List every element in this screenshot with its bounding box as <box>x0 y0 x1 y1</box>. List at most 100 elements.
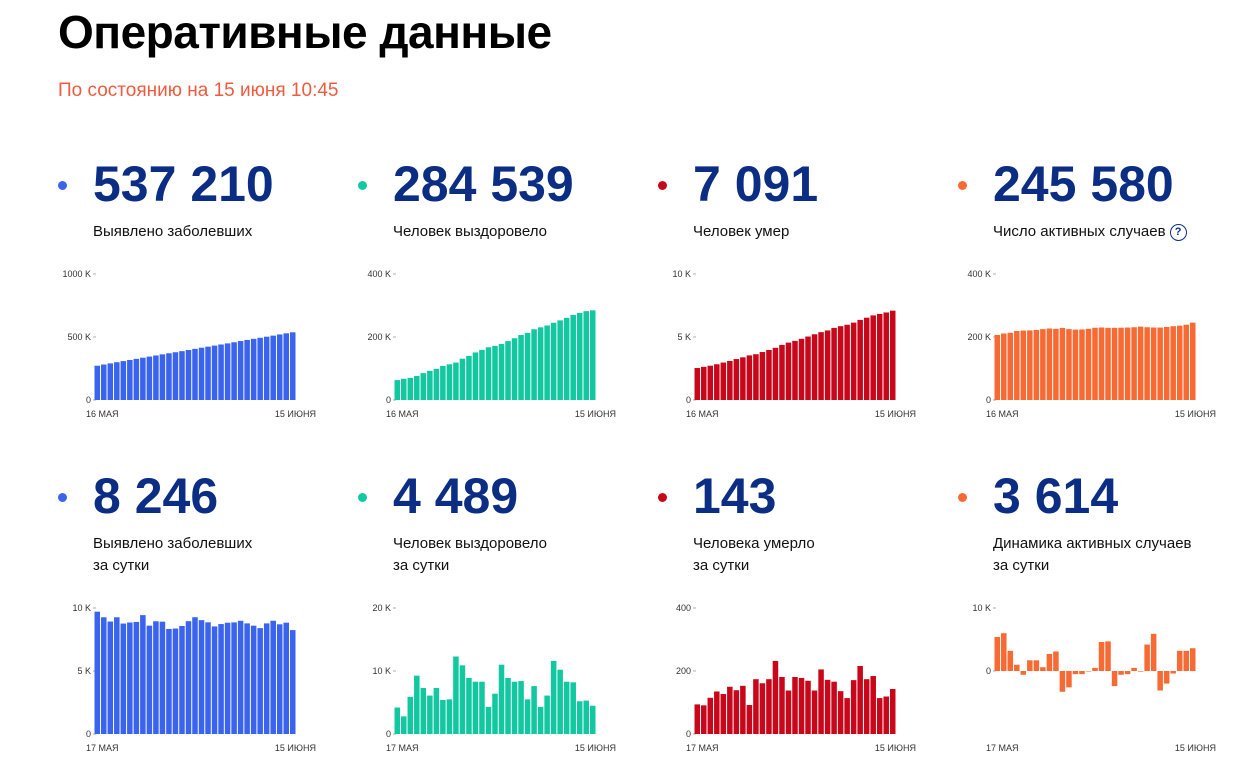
status-timestamp: По состоянию на 15 июня 10:45 <box>58 80 338 102</box>
chart-bar <box>153 355 159 400</box>
chart-bar <box>766 350 772 400</box>
chart-bar <box>557 670 563 734</box>
stat-label: Человек выздоровело <box>393 533 547 555</box>
chart-bar <box>551 323 557 400</box>
chart-bar <box>877 698 883 734</box>
chart-bar <box>114 362 120 400</box>
chart-bar <box>147 626 153 734</box>
legend-dot <box>958 181 967 190</box>
chart-bar <box>290 332 296 400</box>
chart-bar <box>395 708 401 734</box>
chart-bar <box>499 344 505 400</box>
chart-bar <box>727 361 733 400</box>
stat-card-deaths-total: 7 091 Человек умер 10 K 5 K 0 16 МАЯ 15 ИЮНЯ <box>658 156 918 456</box>
y-tick-label: 200 <box>676 666 691 676</box>
legend-dot <box>958 493 967 502</box>
y-tick-label: 10 K <box>672 269 691 279</box>
chart-bar <box>1073 330 1079 400</box>
stat-card-active-total: 245 580 Число активных случаев? 400 K 200 K… <box>958 156 1218 456</box>
chart-bar <box>460 359 466 400</box>
chart-bar <box>870 315 876 400</box>
chart-bar <box>708 366 714 400</box>
y-tick-label: 400 <box>676 603 691 613</box>
chart-bar <box>753 354 759 400</box>
chart-bar <box>1105 328 1111 400</box>
chart-bar <box>1099 327 1105 400</box>
chart-bar <box>1118 671 1124 675</box>
chart-bar <box>434 688 440 734</box>
chart-bar <box>818 669 824 734</box>
x-start-label: 17 МАЯ <box>986 743 1019 753</box>
bar-chart: 10 K 5 K 0 17 МАЯ 15 ИЮНЯ <box>58 592 318 760</box>
chart-bar <box>838 326 844 400</box>
chart-bar <box>773 661 779 734</box>
chart-bar <box>831 682 837 734</box>
chart-bar <box>244 340 250 400</box>
chart-bar <box>518 335 524 400</box>
chart-bar <box>257 338 263 400</box>
chart-bar <box>844 325 850 400</box>
legend-dot <box>58 493 67 502</box>
chart-bar <box>499 665 505 734</box>
chart-bar <box>1079 671 1085 674</box>
x-end-label: 15 ИЮНЯ <box>1175 409 1216 419</box>
chart-bar <box>1053 651 1059 671</box>
chart-bar <box>1105 641 1111 671</box>
chart-bar <box>864 318 870 400</box>
chart-bar <box>1034 330 1040 400</box>
y-tick-label: 400 K <box>367 269 391 279</box>
chart-bar <box>466 678 472 734</box>
question-circle-icon[interactable]: ? <box>1170 224 1187 241</box>
chart-bar <box>551 661 557 734</box>
chart-bar <box>264 623 270 734</box>
chart-bar <box>421 688 427 734</box>
stat-value: 8 246 <box>93 468 218 524</box>
chart-bar <box>447 699 453 734</box>
chart-bar <box>492 694 498 734</box>
chart-bar <box>1118 328 1124 400</box>
stat-card-deaths-daily: 143 Человека умерло за сутки 400 200 0 17 МАЯ 1… <box>658 468 918 768</box>
chart-bar <box>1027 660 1033 671</box>
chart-bar <box>1112 328 1118 400</box>
chart-bar <box>505 678 511 734</box>
stat-label: Выявлено заболевших <box>93 221 252 243</box>
chart-bar <box>883 697 889 734</box>
chart-bar <box>695 704 701 734</box>
x-end-label: 15 ИЮНЯ <box>575 409 616 419</box>
stat-label-text: Выявлено заболевших <box>93 535 252 552</box>
chart-bar <box>753 679 759 734</box>
x-end-label: 15 ИЮНЯ <box>875 409 916 419</box>
chart-bar <box>1086 329 1092 400</box>
x-start-label: 17 МАЯ <box>686 743 719 753</box>
chart-bar <box>590 706 596 734</box>
chart-bar <box>1001 633 1007 671</box>
chart-bar <box>1079 329 1085 400</box>
chart-bar <box>851 680 857 734</box>
chart-bar <box>818 332 824 400</box>
chart-bar <box>812 691 818 734</box>
chart-bar <box>760 352 766 400</box>
chart-bar <box>590 310 596 400</box>
chart-bar <box>1053 329 1059 400</box>
chart-bar <box>714 364 720 400</box>
stat-label: Выявлено заболевших <box>93 533 252 555</box>
chart-bar <box>173 352 179 400</box>
chart-bar <box>199 620 205 734</box>
chart-bar <box>231 622 237 734</box>
chart-bar <box>1151 634 1157 671</box>
chart-bar <box>831 328 837 400</box>
chart-bar <box>727 687 733 734</box>
chart-bar <box>844 698 850 734</box>
y-tick-label: 0 <box>86 395 91 405</box>
chart-bar <box>838 691 844 734</box>
chart-bar <box>127 623 133 735</box>
chart-bar <box>401 716 407 734</box>
chart-bar <box>1131 327 1137 400</box>
chart-bar <box>1040 329 1046 400</box>
chart-bar <box>473 352 479 400</box>
chart-bar <box>127 360 133 400</box>
chart-bar <box>212 346 218 400</box>
chart-bar <box>531 329 537 400</box>
legend-dot <box>658 493 667 502</box>
chart-bar <box>825 330 831 400</box>
